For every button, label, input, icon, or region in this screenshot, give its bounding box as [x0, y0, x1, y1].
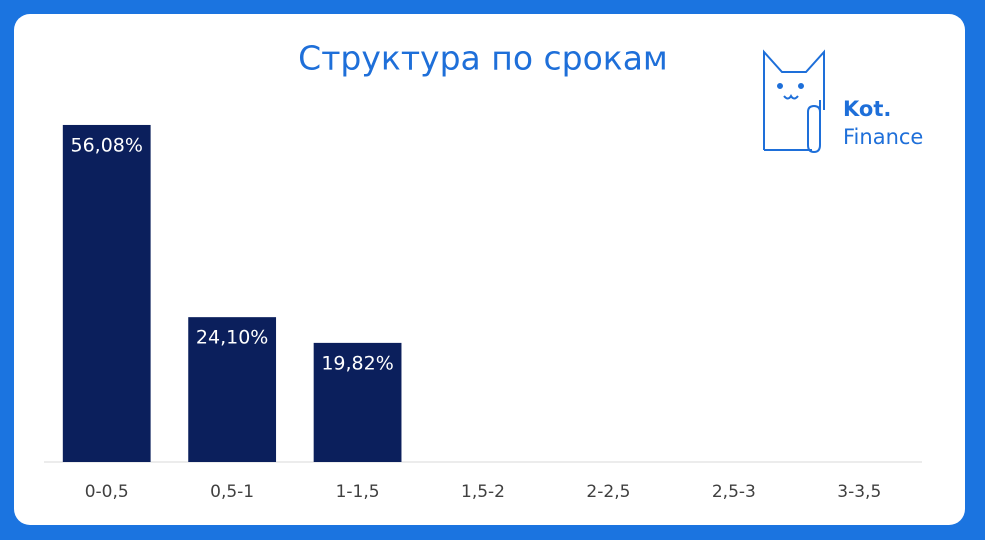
value-label: 56,08%	[70, 134, 142, 156]
x-tick-label: 3-3,5	[837, 482, 881, 502]
x-tick-label: 2,5-3	[712, 482, 756, 502]
logo-text: Finance	[843, 125, 923, 149]
bar	[188, 317, 277, 462]
logo-cat	[763, 49, 825, 154]
x-tick-label: 1,5-2	[461, 482, 505, 502]
x-tick-label: 0-0,5	[85, 482, 129, 502]
card	[14, 14, 965, 525]
x-tick-label: 1-1,5	[336, 482, 380, 502]
logo-text: Kot.	[843, 97, 891, 121]
value-label: 24,10%	[196, 327, 268, 349]
value-label: 19,82%	[321, 352, 393, 374]
chart-title: Структура по срокам	[298, 39, 668, 78]
bar	[313, 342, 402, 462]
x-tick-label: 2-2,5	[586, 482, 630, 502]
bar	[62, 124, 151, 462]
x-tick-label: 0,5-1	[210, 482, 254, 502]
